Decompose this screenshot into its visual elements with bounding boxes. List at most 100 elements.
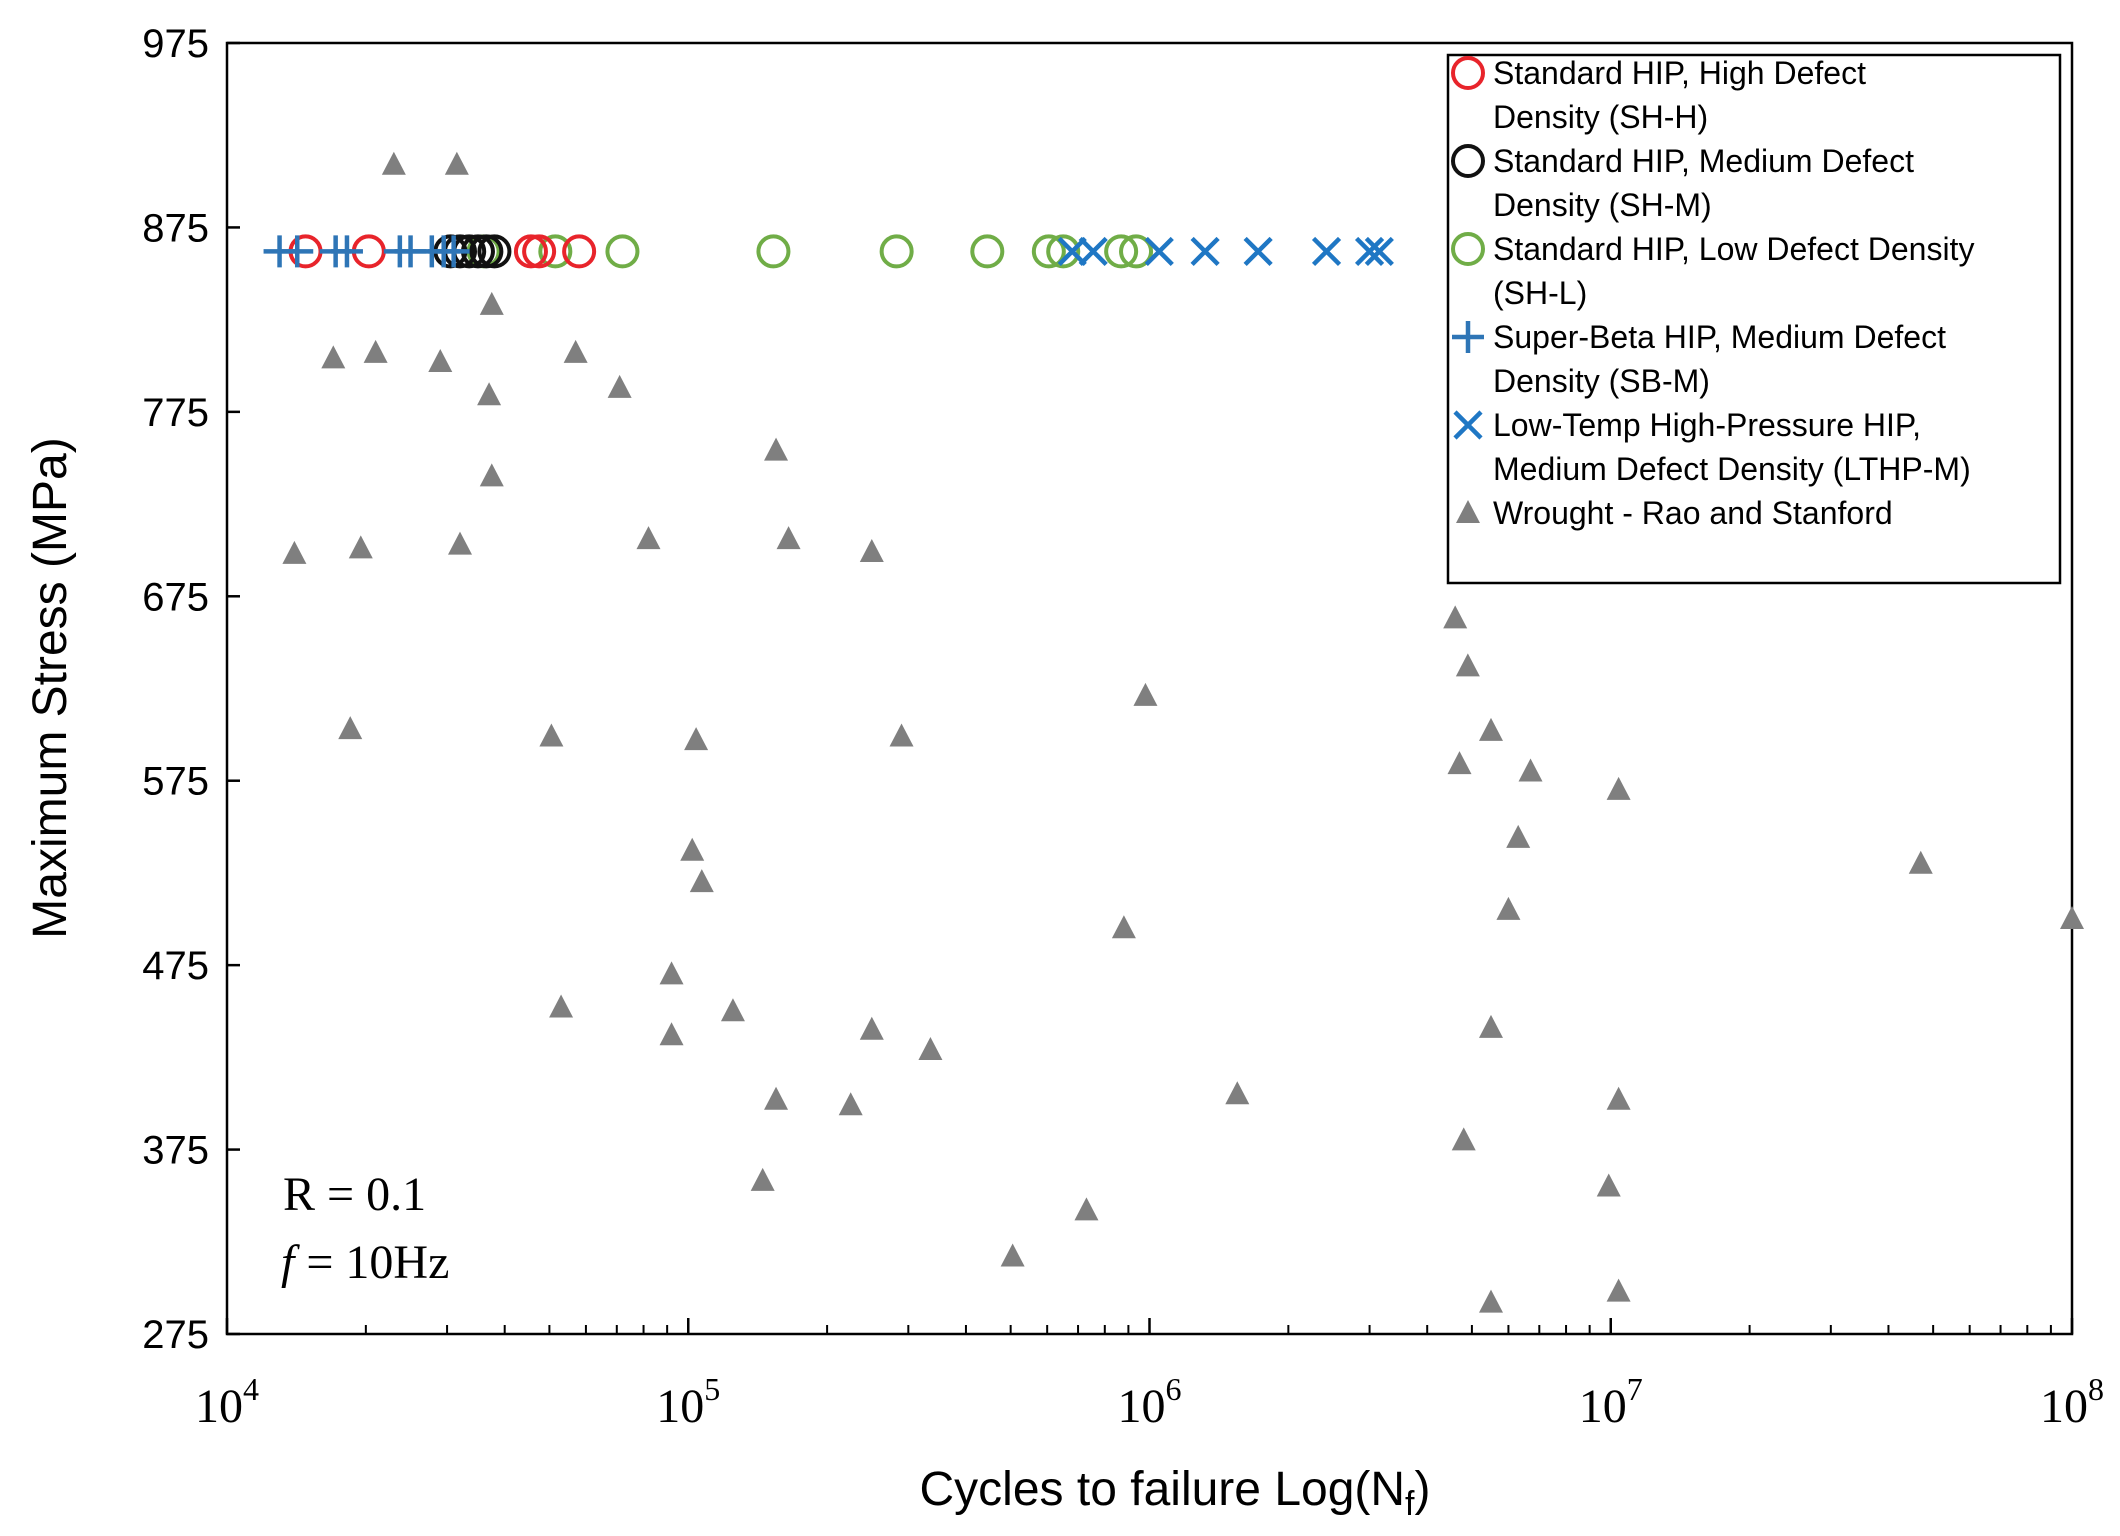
data-point: [1057, 236, 1087, 266]
data-point: [479, 291, 504, 315]
y-tick-label: 875: [142, 206, 209, 250]
data-point: [1119, 234, 1154, 269]
x-tick-label: 105: [656, 1371, 720, 1433]
legend-item: Standard HIP, High Defect Density (SH-H): [1451, 55, 1866, 135]
data-point: [469, 234, 504, 269]
data-point: [1225, 1081, 1250, 1105]
data-point: [539, 723, 564, 747]
y-tick-label: 775: [142, 391, 209, 435]
legend-marker: [1451, 232, 1485, 266]
data-point: [1596, 1173, 1621, 1197]
y-tick-label: 475: [142, 944, 209, 988]
series-x-4: [1057, 236, 1394, 266]
y-tick-label: 575: [142, 760, 209, 804]
legend-label: Standard HIP, Medium Defect: [1493, 143, 1914, 179]
data-point: [282, 540, 307, 564]
x-tick-label: 106: [1118, 1371, 1182, 1433]
data-point: [1000, 1243, 1025, 1267]
data-point: [918, 1036, 943, 1060]
data-point: [549, 994, 574, 1018]
data-point: [659, 961, 684, 985]
legend-marker: [1453, 410, 1483, 440]
data-point: [321, 345, 346, 369]
data-point: [428, 349, 453, 373]
data-point: [1190, 236, 1220, 266]
data-point: [1478, 1289, 1503, 1313]
x-axis: 104 105 106 107 108: [195, 1318, 2104, 1433]
y-axis-title: Maximum Stress (MPa): [24, 437, 77, 938]
data-point: [479, 463, 504, 487]
legend-marker: [1456, 500, 1480, 523]
data-point: [689, 869, 714, 893]
data-point: [522, 234, 557, 269]
x-tick-label: 108: [2040, 1371, 2104, 1433]
data-point: [1606, 1278, 1631, 1302]
data-point: [889, 723, 914, 747]
legend-box: [1446, 53, 2062, 585]
data-point: [1074, 1197, 1099, 1221]
legend-marker: [1452, 321, 1484, 353]
legend-label: Medium Defect Density (LTHP-M): [1493, 451, 1971, 487]
data-point: [859, 539, 884, 563]
data-point: [477, 382, 502, 406]
data-point: [1311, 236, 1342, 266]
x-axis-title: Cycles to failure Log(Nf): [920, 1463, 1431, 1523]
data-point: [764, 437, 789, 461]
data-point: [764, 1086, 789, 1110]
data-point: [720, 998, 745, 1022]
data-point: [444, 151, 469, 175]
r-ratio-annotation: R = 0.1: [283, 1168, 426, 1221]
legend-label: Standard HIP, Low Defect Density: [1493, 231, 1974, 267]
x-tick-base: 10: [2040, 1380, 2088, 1433]
y-axis: 275 375 475 575 675 775 875 975: [142, 22, 240, 1357]
data-point: [563, 339, 588, 363]
data-point: [513, 234, 548, 269]
legend-item: Low-Temp High-Pressure HIP, Medium Defect…: [1453, 407, 1971, 487]
data-point: [348, 535, 373, 559]
data-point: [659, 1022, 684, 1046]
data-point: [381, 151, 406, 175]
data-point: [1111, 915, 1136, 939]
data-point: [680, 837, 705, 861]
x-tick-base: 10: [1579, 1380, 1627, 1433]
data-point: [538, 234, 573, 269]
data-point: [756, 234, 791, 269]
series-triangle-5: [282, 151, 2084, 1313]
data-point: [684, 727, 709, 751]
data-point: [1506, 824, 1531, 848]
series-plus-3: [263, 235, 470, 268]
x-tick-base: 10: [195, 1380, 243, 1433]
data-point: [1031, 234, 1066, 269]
data-point: [1243, 236, 1273, 266]
data-point: [363, 339, 388, 363]
x-tick-label: 104: [195, 1371, 259, 1433]
x-tick-exponent: 4: [243, 1371, 259, 1407]
x-tick-exponent: 5: [704, 1371, 720, 1407]
data-point: [636, 526, 661, 550]
legend-label: Super-Beta HIP, Medium Defect: [1493, 319, 1946, 355]
data-point: [1443, 605, 1468, 629]
data-point: [1046, 234, 1081, 269]
legend-label: Density (SH-M): [1493, 187, 1712, 223]
data-point: [607, 374, 632, 398]
legend-marker: [1451, 144, 1485, 178]
data-point: [970, 234, 1005, 269]
data-point: [1908, 850, 1933, 874]
data-point: [1478, 717, 1503, 741]
data-point: [776, 526, 801, 550]
legend-item: Standard HIP, Medium Defect Density (SH-M…: [1451, 143, 1914, 223]
data-point: [1478, 1014, 1503, 1038]
x-tick-exponent: 6: [1166, 1371, 1182, 1407]
data-point: [1133, 682, 1158, 706]
data-point: [477, 234, 512, 269]
data-point: [1364, 236, 1394, 266]
data-point: [330, 235, 363, 268]
legend-label: (SH-L): [1493, 275, 1587, 311]
legend-label: Density (SH-H): [1493, 99, 1708, 135]
legend-item: Wrought - Rao and Stanford: [1456, 495, 1893, 531]
data-point: [338, 716, 363, 740]
legend-item: Super-Beta HIP, Medium Defect Density (SB…: [1452, 319, 1946, 399]
data-point: [1354, 236, 1385, 266]
